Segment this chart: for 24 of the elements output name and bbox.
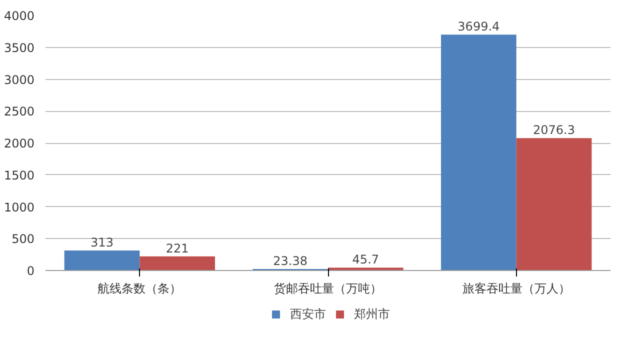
bar xyxy=(441,34,516,270)
data-label: 2076.3 xyxy=(533,123,576,138)
data-label: 221 xyxy=(166,241,189,256)
y-tick-label: 2500 xyxy=(4,104,35,119)
y-tick-label: 500 xyxy=(12,232,34,246)
data-label: 23.38 xyxy=(273,254,308,268)
y-tick-label: 0 xyxy=(26,264,35,278)
data-label: 3699.4 xyxy=(458,20,500,34)
data-label: 45.7 xyxy=(352,252,380,267)
bar xyxy=(516,138,592,270)
y-tick-label: 3000 xyxy=(4,72,35,87)
y-tick-label: 4000 xyxy=(4,9,35,23)
y-tick-label: 3500 xyxy=(4,40,35,55)
bar xyxy=(140,256,215,270)
bar xyxy=(64,250,140,270)
y-tick-label: 1500 xyxy=(4,168,35,182)
legend-label: 郑州市 xyxy=(354,306,390,322)
legend-label: 西安市 xyxy=(290,306,326,322)
data-label: 313 xyxy=(90,236,114,250)
y-tick-label: 1000 xyxy=(4,200,35,214)
x-tick-label: 航线条数（条） xyxy=(98,282,182,296)
x-tick-label: 货邮吞吐量（万吨） xyxy=(274,282,382,296)
x-tick-label: 旅客吞吐量（万人） xyxy=(462,282,570,296)
y-tick-label: 2000 xyxy=(4,136,35,150)
